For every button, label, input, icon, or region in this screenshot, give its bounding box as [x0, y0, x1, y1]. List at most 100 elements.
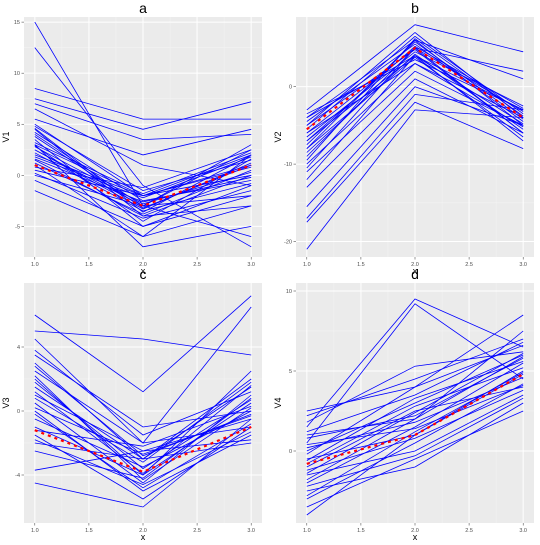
series-line	[306, 303, 524, 444]
x-tick-label: 2.5	[193, 528, 201, 534]
x-tick-label: 1.5	[357, 262, 365, 268]
x-tick-label: 1.0	[303, 528, 311, 534]
series-line	[34, 88, 252, 120]
y-axis-label: V4	[273, 397, 283, 408]
series-line	[306, 298, 524, 428]
x-tick-label: 1.5	[85, 262, 93, 268]
series-line	[34, 146, 252, 205]
series-line	[34, 375, 252, 481]
series-line	[34, 397, 252, 479]
y-tick-label: 10	[14, 71, 20, 77]
series-line	[306, 49, 524, 134]
y-tick-label: 5	[289, 369, 292, 375]
series-line	[34, 180, 252, 227]
y-tick-label: -4	[15, 473, 20, 479]
y-tick-label: -20	[284, 240, 292, 246]
series-line	[34, 330, 252, 356]
panel-title: b	[411, 0, 419, 16]
mean-line	[306, 373, 524, 465]
series-line	[34, 132, 252, 202]
x-axis-label: x	[141, 266, 146, 276]
series-line	[34, 410, 252, 468]
x-tick-label: 3.0	[247, 262, 255, 268]
series-line	[34, 145, 252, 222]
x-tick-label: 2.0	[139, 262, 147, 268]
series-line	[306, 45, 524, 142]
series-line	[34, 103, 252, 141]
series-line	[34, 365, 252, 457]
series-line	[34, 385, 252, 474]
series-line	[34, 418, 252, 508]
series-line	[306, 24, 524, 111]
panel-title: a	[139, 0, 147, 16]
series-line	[34, 118, 252, 156]
series-line	[34, 370, 252, 444]
series-line	[34, 149, 252, 189]
x-tick-label: 2.5	[465, 528, 473, 534]
series-line	[306, 394, 524, 476]
mean-line	[306, 46, 524, 131]
y-tick-label: -10	[284, 162, 292, 168]
series-line	[34, 431, 252, 486]
series-line	[34, 144, 252, 197]
series-line	[306, 397, 524, 487]
series-line	[34, 172, 252, 219]
series-line	[306, 351, 524, 423]
series-line	[306, 362, 524, 484]
series-line	[306, 361, 524, 461]
series-line	[34, 127, 252, 213]
series-line	[306, 109, 524, 250]
series-line	[306, 367, 524, 465]
x-tick-label: 1.5	[357, 528, 365, 534]
x-axis-label: x	[141, 532, 146, 540]
series-line	[306, 410, 524, 508]
series-line	[306, 59, 524, 115]
series-line	[34, 354, 252, 428]
series-line	[34, 98, 252, 130]
x-tick-label: 2.5	[465, 262, 473, 268]
series-line	[34, 405, 252, 447]
panel-b: 1.0 1.5 2.0 2.5 3.0 -20 -10 0 b x V2	[273, 0, 534, 276]
series-line	[34, 410, 252, 492]
x-tick-label: 1.5	[85, 528, 93, 534]
x-tick-label: 1.0	[31, 528, 39, 534]
series-line	[34, 142, 252, 195]
series-line	[306, 86, 524, 207]
panel-a: 1.0 1.5 2.0 2.5 3.0 -5 0 5 10 15 a x V1	[1, 0, 262, 276]
series-line	[34, 190, 252, 238]
series-line	[306, 345, 524, 455]
series-line	[306, 55, 524, 125]
y-tick-label: 0	[17, 409, 20, 415]
y-axis-label: V1	[1, 131, 11, 142]
series-line	[34, 349, 252, 436]
x-tick-label: 3.0	[519, 262, 527, 268]
x-tick-label: 3.0	[247, 528, 255, 534]
series-line	[306, 373, 524, 516]
series-line	[306, 354, 524, 452]
series-line	[306, 31, 524, 126]
series-line	[306, 39, 524, 149]
series-line	[34, 370, 252, 476]
x-tick-label: 2.0	[411, 262, 419, 268]
x-tick-label: 2.5	[193, 262, 201, 268]
series-line	[34, 158, 252, 203]
series-line	[306, 341, 524, 433]
series-line	[306, 402, 524, 492]
x-tick-label: 2.0	[139, 528, 147, 534]
series-line	[306, 385, 524, 445]
series-line	[34, 413, 252, 489]
y-tick-label: 0	[289, 85, 292, 91]
y-tick-label: 4	[17, 345, 20, 351]
y-tick-label: 0	[289, 449, 292, 455]
series-line	[34, 152, 252, 212]
series-line	[34, 426, 252, 500]
y-tick-label: -5	[15, 224, 20, 230]
y-axis-label: V3	[1, 397, 11, 408]
x-axis-label: x	[413, 532, 418, 540]
series-line	[306, 101, 524, 223]
y-tick-label: 0	[17, 173, 20, 179]
y-tick-label: 15	[14, 20, 20, 26]
